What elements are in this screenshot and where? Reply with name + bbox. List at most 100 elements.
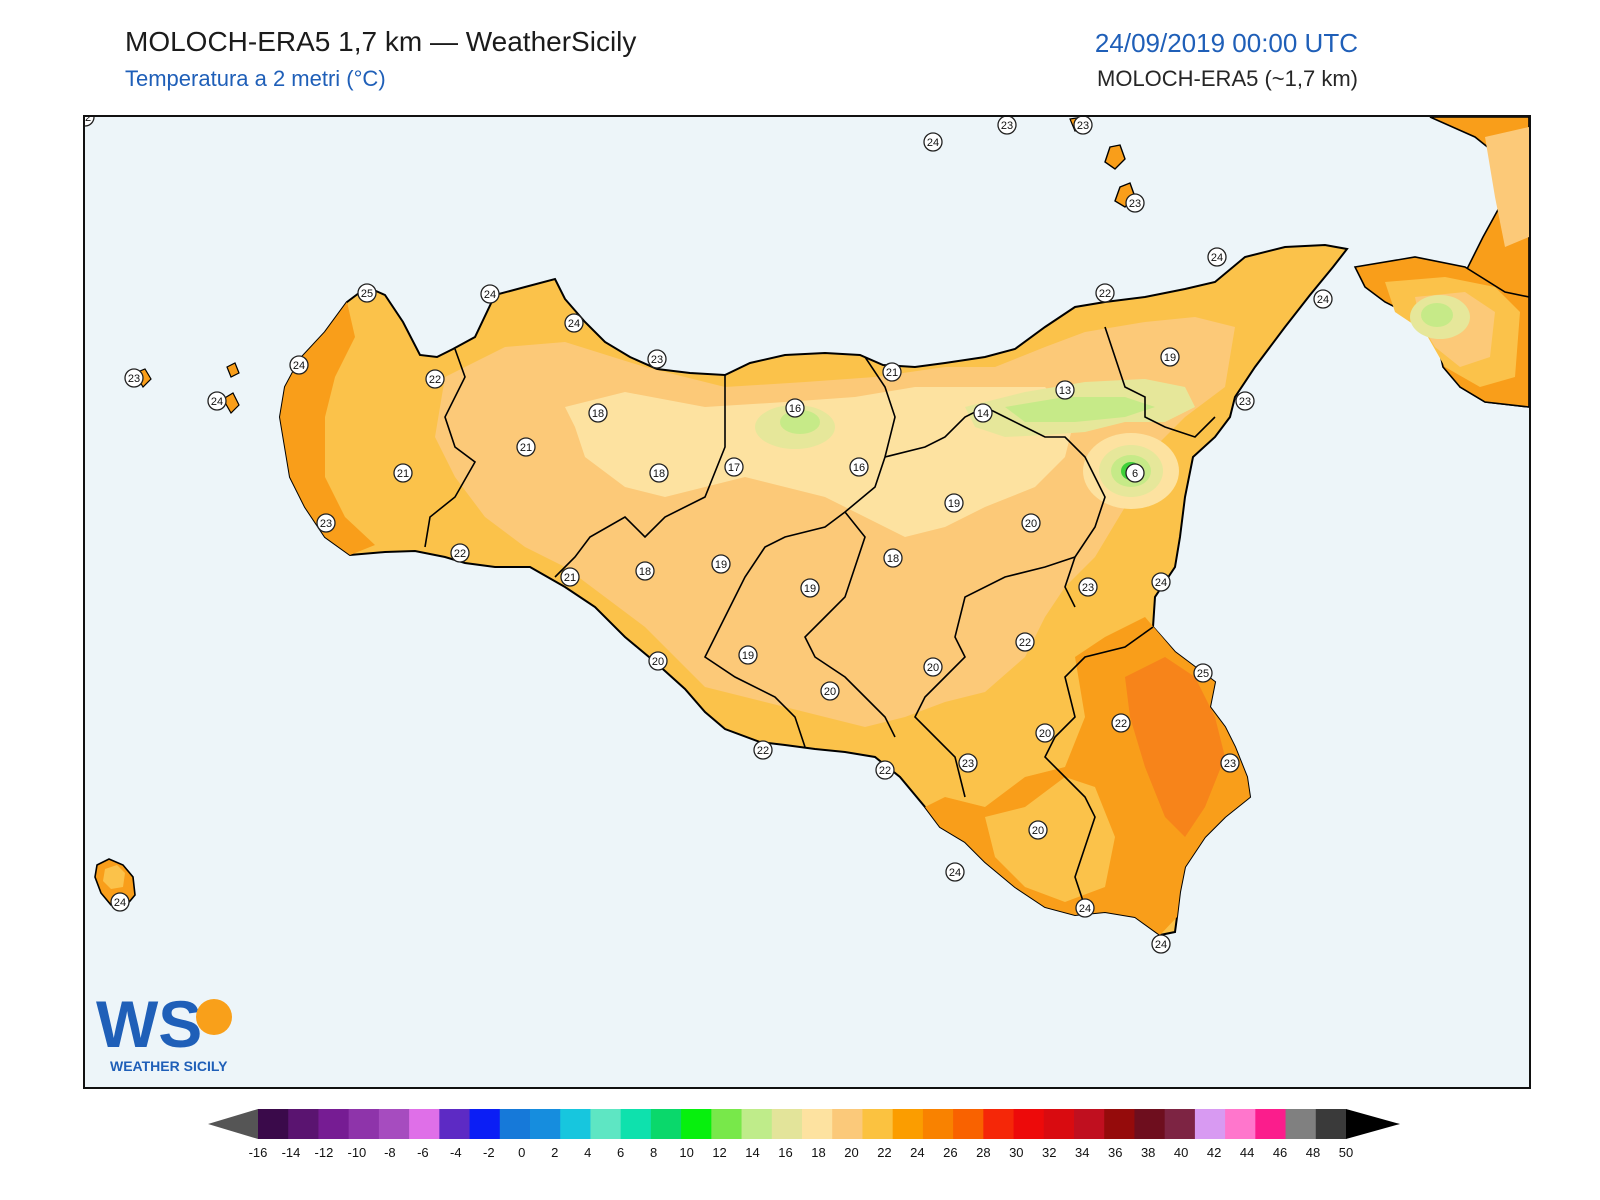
station-value: 24 — [114, 897, 126, 909]
station-circle — [997, 117, 1017, 135]
station-value: 19 — [804, 583, 816, 595]
station-circle — [1095, 283, 1115, 303]
colorbar-cell — [318, 1109, 350, 1139]
station-circle — [425, 369, 445, 389]
station-circle — [724, 457, 744, 477]
station-circle — [649, 463, 669, 483]
colorbar-tick-label: 0 — [518, 1145, 525, 1160]
map-panel[interactable]: 24 23 23 23 24 22 24 25 24 24 23 23 24 24 22 21 19 13 14 16… — [83, 115, 1531, 1089]
station-circle — [1151, 934, 1171, 954]
station-marker: 24 — [207, 391, 227, 411]
station-marker: 20 — [1028, 820, 1048, 840]
station-value: 18 — [653, 468, 665, 480]
station-marker: 23 — [1073, 117, 1093, 135]
siracusa-hot — [1125, 657, 1225, 837]
colorbar-tick-label: -10 — [348, 1145, 367, 1160]
station-value: 24 — [293, 360, 305, 372]
colorbar-cells — [208, 1109, 1400, 1139]
station-value: 21 — [520, 442, 532, 454]
station-circle — [973, 403, 993, 423]
colorbar-tick-label: -2 — [483, 1145, 495, 1160]
station-marker: 23 — [997, 117, 1017, 135]
station-marker: 22 — [425, 369, 445, 389]
station-marker: 24 — [923, 132, 943, 152]
colorbar-cell — [862, 1109, 894, 1139]
station-marker: 22 — [450, 543, 470, 563]
province-borders — [424, 326, 1216, 908]
station-value: 23 — [1001, 120, 1013, 132]
station-marker: 16 — [785, 398, 805, 418]
colorbar-tick-label: 48 — [1306, 1145, 1320, 1160]
colorbar-cell — [620, 1109, 652, 1139]
weathersicily-logo: WS WEATHER SICILY — [96, 987, 232, 1074]
station-value: 20 — [1032, 825, 1044, 837]
temperature-colorbar: -16 -14 -12 -10 -8 -6 -4 -2 0 2 4 6 8 10 12 14 16 18 20 22 2… — [208, 1109, 1400, 1160]
station-circle — [647, 349, 667, 369]
station-circle — [882, 362, 902, 382]
colorbar-cell — [1013, 1109, 1045, 1139]
colorbar-left-arrow — [208, 1109, 258, 1139]
station-circle — [393, 463, 413, 483]
station-marker: 22 — [85, 117, 95, 127]
station-marker: 20 — [1021, 513, 1041, 533]
station-circle — [564, 313, 584, 333]
station-marker: 23 — [1078, 577, 1098, 597]
station-circle — [883, 548, 903, 568]
station-circle — [1021, 513, 1041, 533]
station-value: 17 — [728, 462, 740, 474]
colorbar-tick-label: -12 — [315, 1145, 334, 1160]
calabria-north-highland — [1485, 127, 1529, 247]
station-value: 23 — [651, 354, 663, 366]
station-circle — [1160, 347, 1180, 367]
colorbar-cell — [650, 1109, 682, 1139]
colorbar-tick-label: 8 — [650, 1145, 657, 1160]
colorbar-cell — [348, 1109, 380, 1139]
station-marker: 24 — [564, 313, 584, 333]
station-circle — [110, 892, 130, 912]
station-marker: 19 — [711, 554, 731, 574]
station-circle — [289, 355, 309, 375]
station-value: 20 — [652, 656, 664, 668]
station-marker: 24 — [1207, 247, 1227, 267]
station-circle — [1313, 289, 1333, 309]
station-value: 22 — [1099, 288, 1111, 300]
station-marker: 22 — [1015, 632, 1035, 652]
station-marker: 18 — [635, 561, 655, 581]
station-value: 19 — [742, 650, 754, 662]
station-value: 19 — [1164, 352, 1176, 364]
station-marker: 24 — [480, 284, 500, 304]
station-marker: 24 — [1151, 572, 1171, 592]
station-value: 22 — [1115, 718, 1127, 730]
colorbar-tick-label: 46 — [1273, 1145, 1287, 1160]
station-value: 24 — [1317, 294, 1329, 306]
colorbar-tick-label: -4 — [450, 1145, 462, 1160]
station-value: 24 — [484, 289, 496, 301]
station-value: 25 — [1197, 668, 1209, 680]
station-marker: 25 — [357, 283, 377, 303]
station-value: 23 — [1082, 582, 1094, 594]
colorbar-cell — [983, 1109, 1015, 1139]
station-marker: 24 — [110, 892, 130, 912]
colorbar-cell — [258, 1109, 289, 1139]
colorbar-cell — [530, 1109, 561, 1139]
station-value: 20 — [824, 686, 836, 698]
station-value: 22 — [757, 745, 769, 757]
station-value: 22 — [454, 548, 466, 560]
station-circle — [1220, 753, 1240, 773]
station-circle — [1015, 632, 1035, 652]
colorbar-cell — [1043, 1109, 1075, 1139]
station-marker: 23 — [124, 368, 144, 388]
station-circle — [560, 567, 580, 587]
station-marker: 20 — [923, 657, 943, 677]
station-circle — [1207, 247, 1227, 267]
station-circle — [711, 554, 731, 574]
colorbar-cell — [409, 1109, 440, 1139]
colorbar-tick-label: -16 — [249, 1145, 268, 1160]
station-marker: 19 — [800, 578, 820, 598]
station-circle — [1111, 713, 1131, 733]
ragusa-plateau — [985, 777, 1115, 902]
colorbar-tick-label: 36 — [1108, 1145, 1122, 1160]
station-value: 18 — [887, 553, 899, 565]
station-marker: 19 — [1160, 347, 1180, 367]
station-value: 23 — [1077, 120, 1089, 132]
